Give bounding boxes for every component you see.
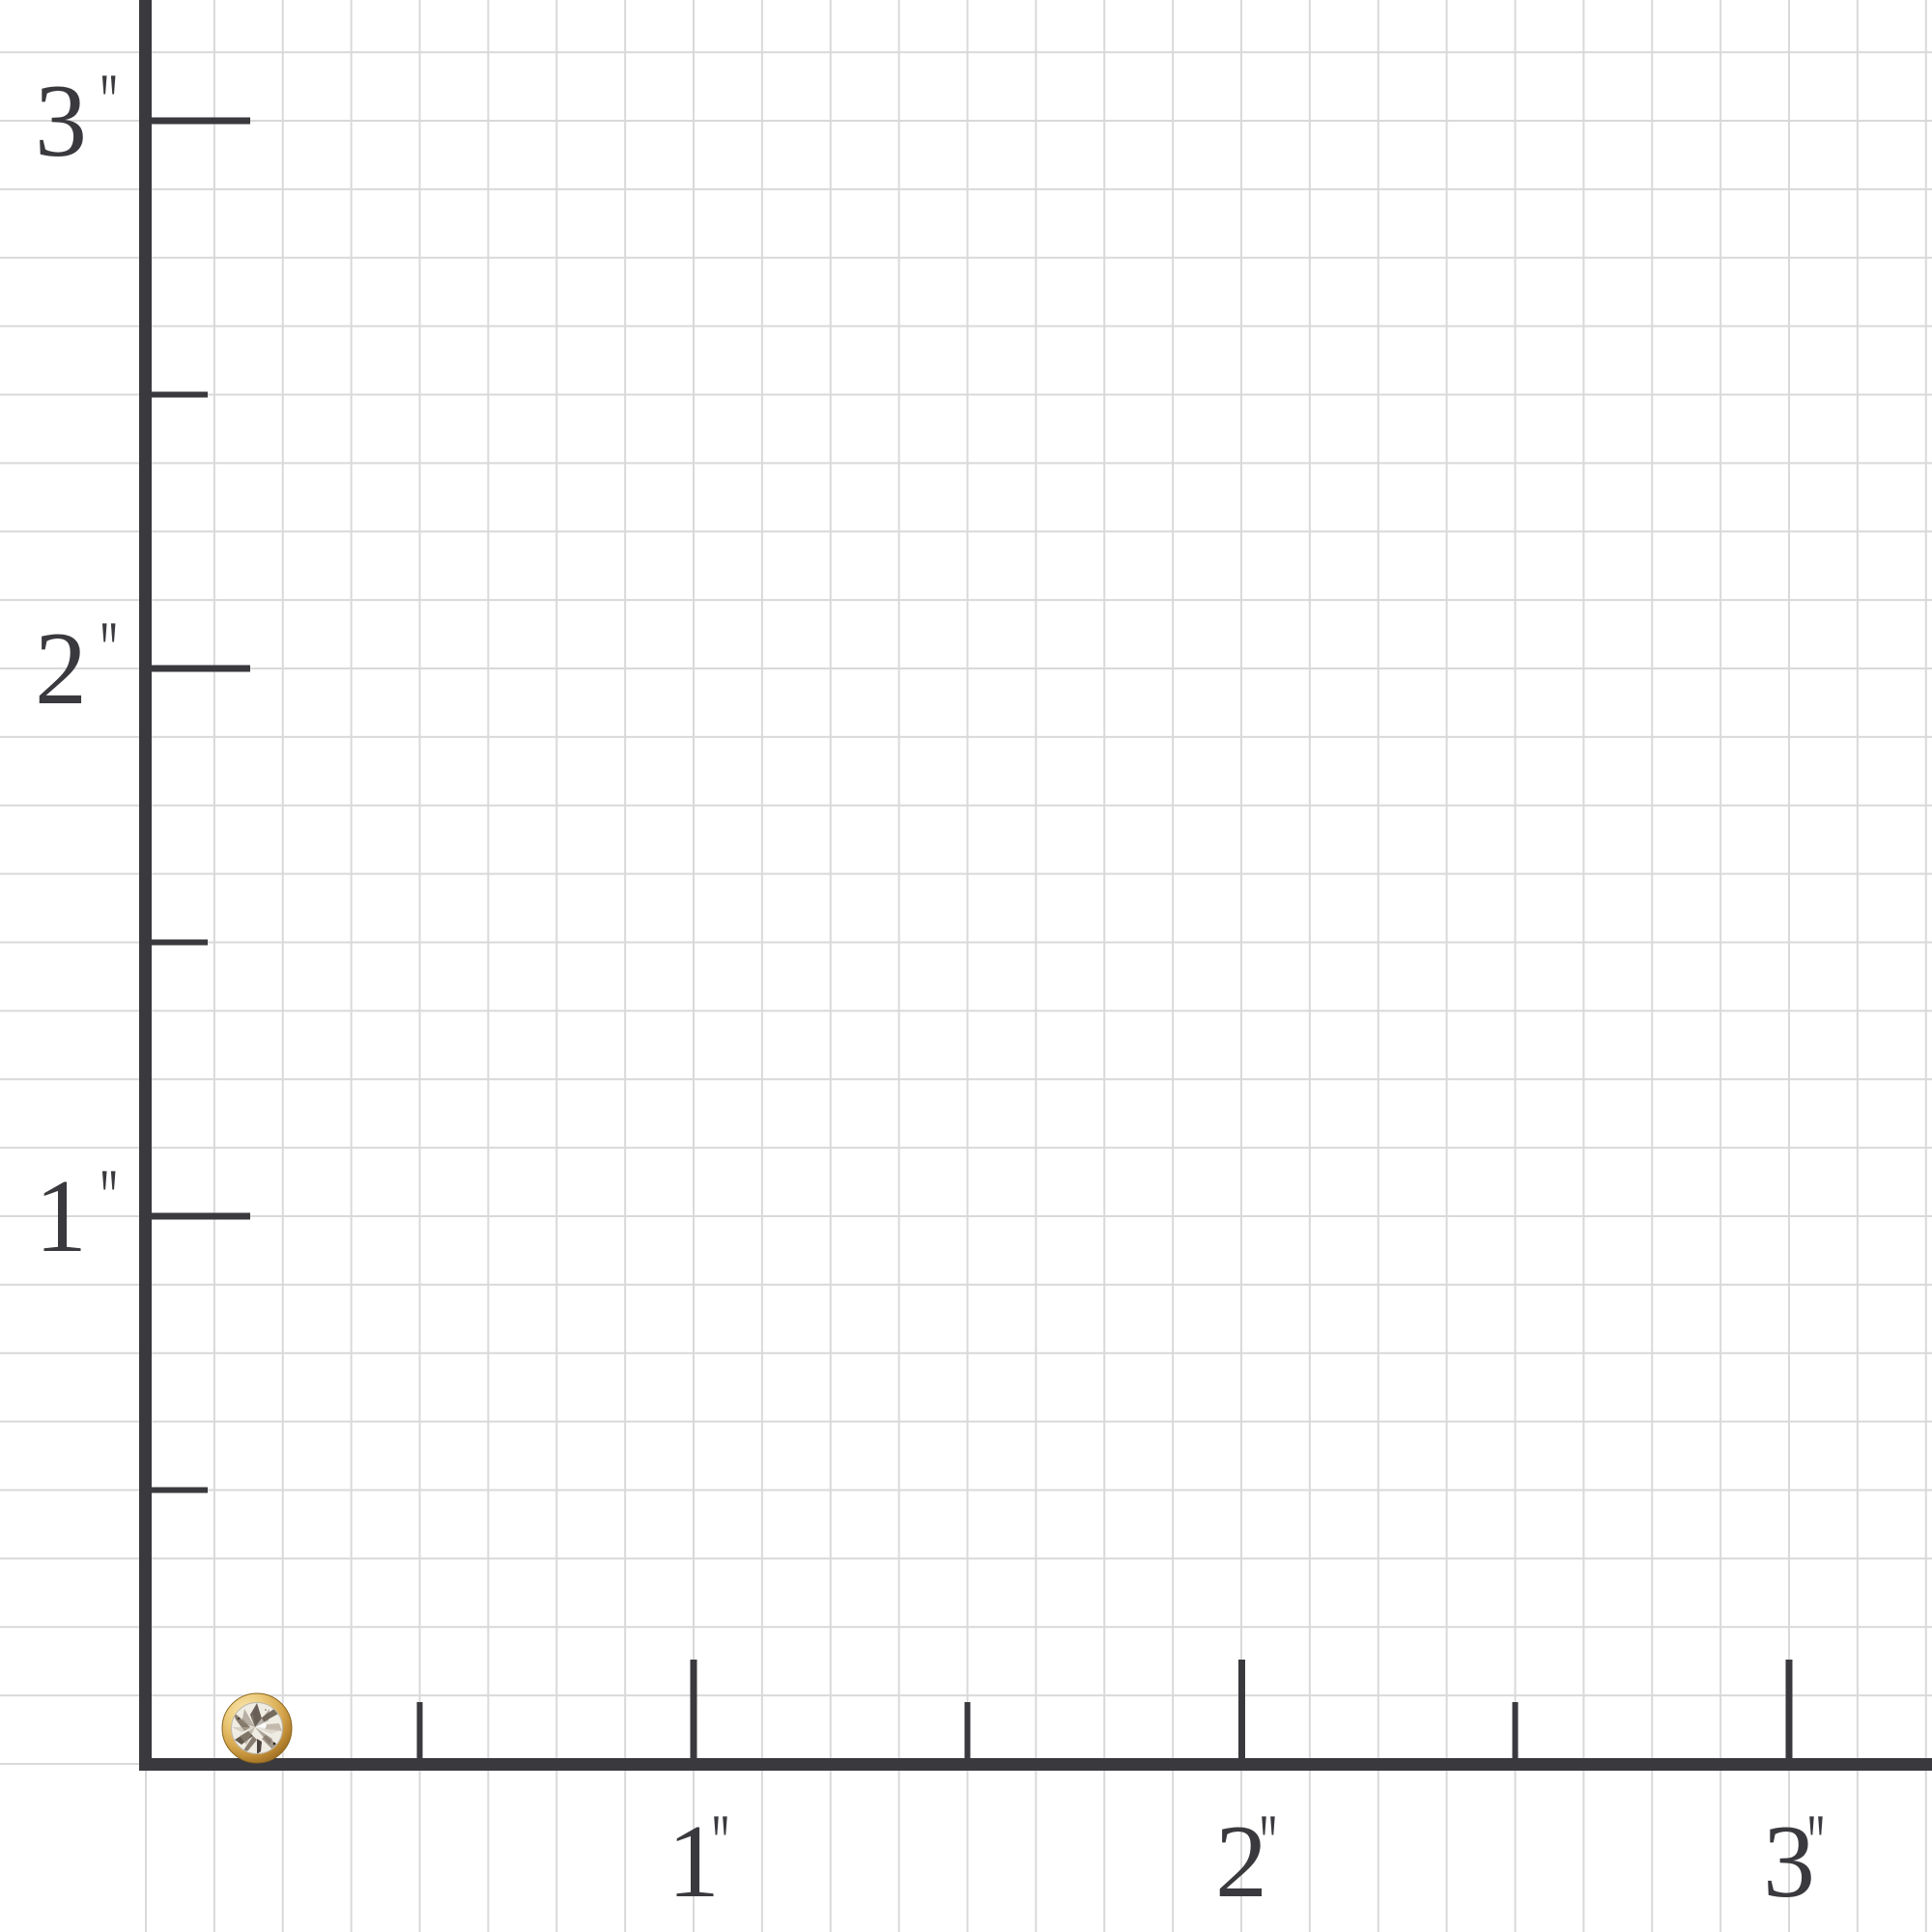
svg-text:": " — [99, 58, 118, 146]
svg-text:2: 2 — [35, 611, 87, 726]
svg-text:": " — [1806, 1799, 1825, 1887]
svg-text:": " — [711, 1799, 729, 1887]
svg-text:3: 3 — [35, 64, 87, 179]
svg-text:": " — [99, 1153, 118, 1241]
svg-text:": " — [99, 606, 118, 694]
svg-text:": " — [1259, 1799, 1277, 1887]
svg-text:1: 1 — [35, 1159, 87, 1274]
